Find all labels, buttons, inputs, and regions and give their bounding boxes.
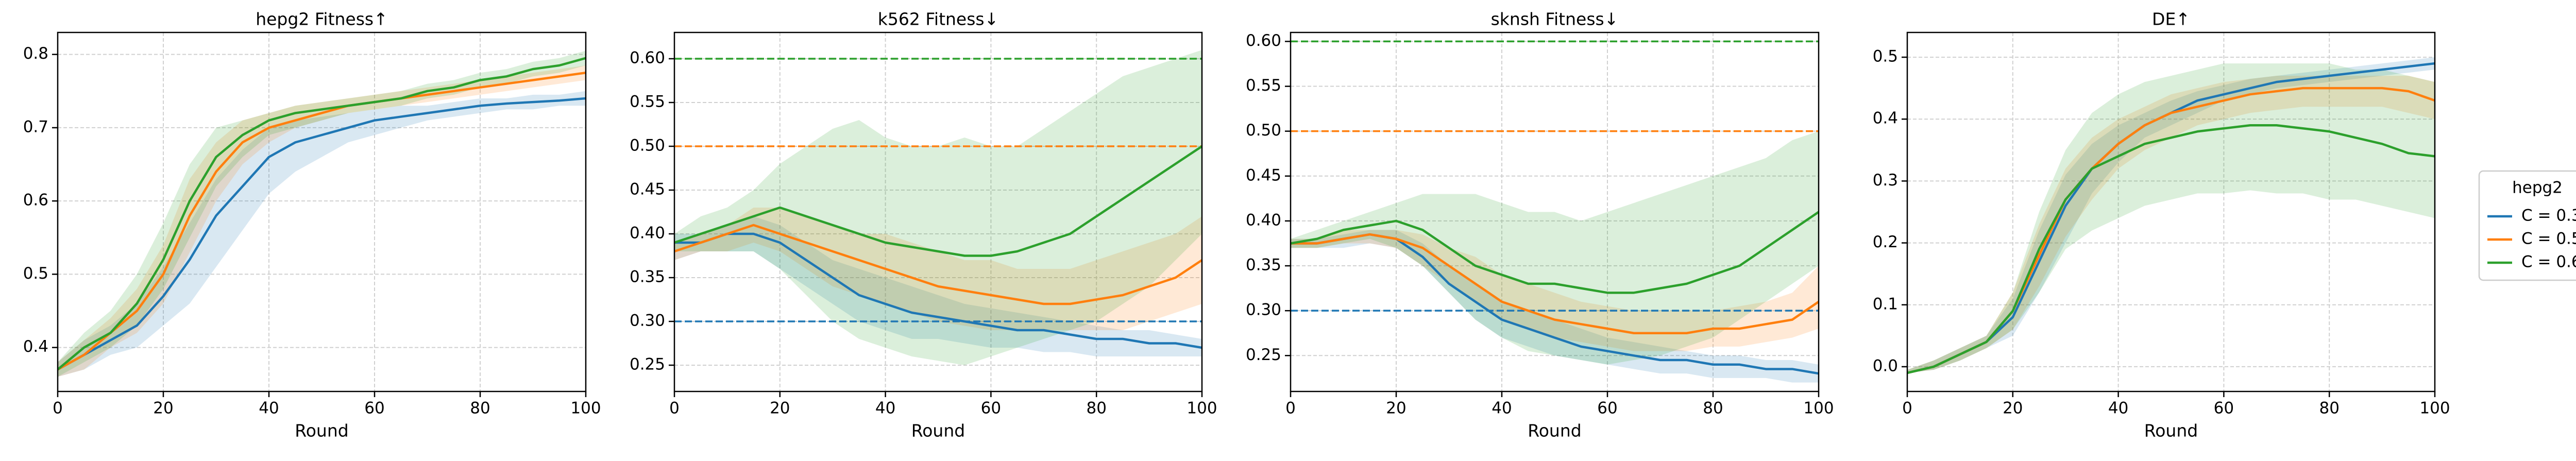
line (58, 57, 586, 371)
confidence-band (674, 208, 1202, 330)
subplot: 0 20 40 60 80 100 0.4 0.5 0.6 0.7 0.8 hepg2 Fitness… (23, 9, 601, 441)
line (58, 97, 586, 371)
line (674, 232, 1202, 349)
y-tick-label: 0.55 (630, 93, 665, 111)
x-tick-label: 60 (2214, 399, 2234, 418)
line (1907, 124, 2435, 374)
x-tick-label: 40 (2108, 399, 2128, 418)
legend-title: hepg2 (2512, 179, 2563, 197)
confidence-band (1907, 63, 2435, 373)
x-tick-label: 60 (364, 399, 384, 418)
legend-label: C = 0.5 (2521, 230, 2576, 248)
x-axis-label: Round (911, 421, 965, 441)
line (1291, 211, 1819, 294)
y-tick-label: 0.6 (23, 191, 48, 210)
x-tick-label: 80 (2319, 399, 2339, 418)
y-tick-label: 0.0 (1873, 356, 1898, 375)
axes-frame (1906, 31, 2436, 392)
y-tick-label: 0.35 (1246, 256, 1281, 275)
x-axis-label: Round (295, 421, 348, 441)
line (674, 145, 1202, 257)
confidence-band (1291, 230, 1819, 351)
y-tick-label: 0.55 (1246, 76, 1281, 95)
legend-box (2478, 170, 2576, 281)
x-tick-label: 0 (669, 399, 680, 418)
y-tick-label: 0.50 (1246, 121, 1281, 140)
confidence-band (674, 50, 1202, 365)
legend: hepg2 C = 0.3 C = 0.5 C = 0.6 (2478, 170, 2576, 281)
y-tick-label: 0.4 (23, 337, 48, 356)
x-tick-label: 60 (981, 399, 1001, 418)
axes-frame (1290, 31, 1820, 392)
x-tick-label: 100 (2419, 399, 2450, 418)
line (1291, 233, 1819, 334)
subplot: 0 20 40 60 80 100 0.0 0.1 0.2 0.3 0.4 0.5 DE↑ Round (1873, 9, 2450, 441)
y-tick-label: 0.2 (1873, 233, 1898, 251)
confidence-band (1291, 131, 1819, 365)
y-tick-label: 0.1 (1873, 295, 1898, 313)
x-axis-label: Round (1528, 421, 1581, 441)
y-tick-label: 0.5 (1873, 47, 1898, 66)
y-tick-label: 0.60 (1246, 31, 1281, 50)
x-tick-label: 0 (1902, 399, 1912, 418)
confidence-band (58, 50, 586, 377)
y-tick-label: 0.30 (1246, 301, 1281, 319)
confidence-band (58, 65, 586, 377)
x-tick-label: 20 (1386, 399, 1406, 418)
x-tick-label: 100 (1187, 399, 1217, 418)
axes-frame (673, 31, 1203, 392)
subplot-title: k562 Fitness↓ (878, 9, 999, 29)
x-tick-label: 80 (470, 399, 490, 418)
legend-label: C = 0.3 (2521, 207, 2576, 225)
plot-area (1907, 57, 2435, 374)
x-tick-label: 60 (1597, 399, 1617, 418)
y-tick-label: 0.3 (1873, 171, 1898, 190)
y-tick-label: 0.4 (1873, 109, 1898, 128)
subplot: 0 20 40 60 80 100 0.25 0.30 0.35 0.40 0.45 0.50 0.55… (1246, 9, 1834, 441)
confidence-band (1291, 230, 1819, 383)
subplot-title: sknsh Fitness↓ (1491, 9, 1619, 29)
plot-area (1291, 40, 1819, 383)
subplot-title: hepg2 Fitness↑ (256, 9, 388, 29)
plot-area (674, 50, 1202, 365)
y-tick-label: 0.25 (1246, 346, 1281, 364)
confidence-band (1907, 76, 2435, 373)
x-axis-label: Round (2144, 421, 2198, 441)
y-tick-label: 0.60 (630, 49, 665, 67)
x-tick-label: 80 (1703, 399, 1723, 418)
x-tick-label: 40 (875, 399, 895, 418)
x-tick-label: 20 (770, 399, 790, 418)
y-tick-label: 0.45 (1246, 166, 1281, 184)
axes-frame (57, 31, 587, 392)
y-tick-label: 0.50 (630, 136, 665, 155)
x-tick-label: 0 (53, 399, 63, 418)
y-tick-label: 0.35 (630, 268, 665, 286)
y-tick-label: 0.8 (23, 44, 48, 63)
y-tick-label: 0.40 (1246, 211, 1281, 229)
x-tick-label: 20 (153, 399, 173, 418)
subplot-title: DE↑ (2152, 9, 2190, 29)
x-tick-label: 20 (2003, 399, 2023, 418)
line (674, 224, 1202, 305)
x-tick-label: 100 (1803, 399, 1834, 418)
plot-area (58, 50, 586, 377)
y-tick-label: 0.40 (630, 224, 665, 243)
x-tick-label: 80 (1086, 399, 1106, 418)
confidence-band (1907, 57, 2435, 373)
line (58, 72, 586, 371)
y-tick-label: 0.5 (23, 264, 48, 283)
y-tick-label: 0.45 (630, 180, 665, 199)
legend-label: C = 0.6 (2521, 253, 2576, 271)
y-tick-label: 0.25 (630, 355, 665, 374)
y-tick-label: 0.7 (23, 117, 48, 136)
x-tick-label: 40 (1492, 399, 1512, 418)
confidence-band (58, 91, 586, 377)
x-tick-label: 0 (1285, 399, 1296, 418)
x-tick-label: 100 (570, 399, 601, 418)
x-tick-label: 40 (259, 399, 279, 418)
y-tick-label: 0.30 (630, 312, 665, 330)
subplot: 0 20 40 60 80 100 0.25 0.30 0.35 0.40 0.45 0.50 0.55… (630, 9, 1217, 441)
